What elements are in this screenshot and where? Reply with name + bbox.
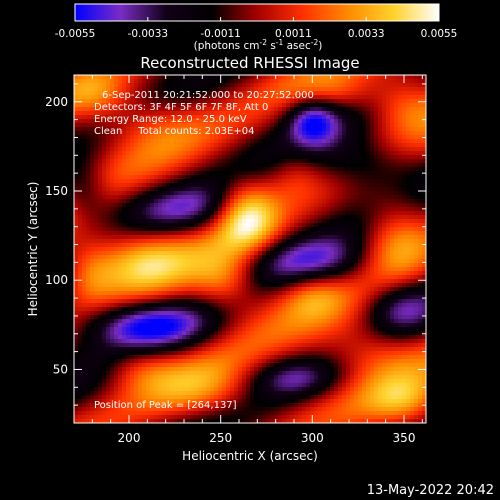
y-axis-label: Heliocentric Y (arcsec) — [26, 182, 40, 317]
y-tick-label: 150 — [45, 184, 68, 198]
observation-info: 6-Sep-2011 20:21:52.000 to 20:27:52.000 … — [94, 90, 314, 137]
info-line-energy: Energy Range: 12.0 - 25.0 keV — [94, 114, 247, 125]
axis-ticks: 200 250 300 350 50 100 150 200 — [45, 75, 426, 445]
plot-frame — [73, 74, 427, 424]
y-tick-label: 200 — [45, 95, 68, 109]
colorbar-tick-label: -0.0055 — [55, 28, 96, 40]
heatmap-image-container — [74, 75, 426, 423]
x-tick-label: 300 — [301, 431, 324, 445]
x-tick-label: 200 — [118, 431, 141, 445]
y-tick-label: 50 — [53, 362, 68, 376]
x-tick-label: 250 — [209, 431, 232, 445]
x-tick-label: 350 — [393, 431, 416, 445]
info-line-clean: Clean Total counts: 2.03E+04 — [94, 126, 254, 137]
colorbar-tick-label: 0.0033 — [348, 28, 385, 40]
colorbar-tick-label: -0.0011 — [200, 28, 241, 40]
peak-position-label: Position of Peak = [264,137] — [94, 400, 237, 411]
x-axis-label: Heliocentric X (arcsec) — [182, 449, 318, 463]
info-line-detectors: Detectors: 3F 4F 5F 6F 7F 8F, Att 0 — [94, 102, 268, 113]
heatmap-image — [74, 75, 426, 423]
colorbar-tick-label: 0.0055 — [421, 28, 458, 40]
colorbar — [74, 3, 440, 22]
colorbar-units: (photons cm-2 s-1 asec-2) — [194, 38, 323, 52]
info-line-time: 6-Sep-2011 20:21:52.000 to 20:27:52.000 — [102, 90, 314, 101]
colorbar-ticks: -0.0055 -0.0033 -0.0011 0.0011 0.0033 0.0055 — [55, 17, 458, 40]
y-tick-label: 100 — [45, 273, 68, 287]
chart-title: Reconstructed RHESSI Image — [140, 54, 359, 72]
footer-timestamp: 13-May-2022 20:42 — [367, 483, 494, 498]
colorbar-tick-label: -0.0033 — [128, 28, 169, 40]
colorbar-tick-label: 0.0011 — [275, 28, 312, 40]
